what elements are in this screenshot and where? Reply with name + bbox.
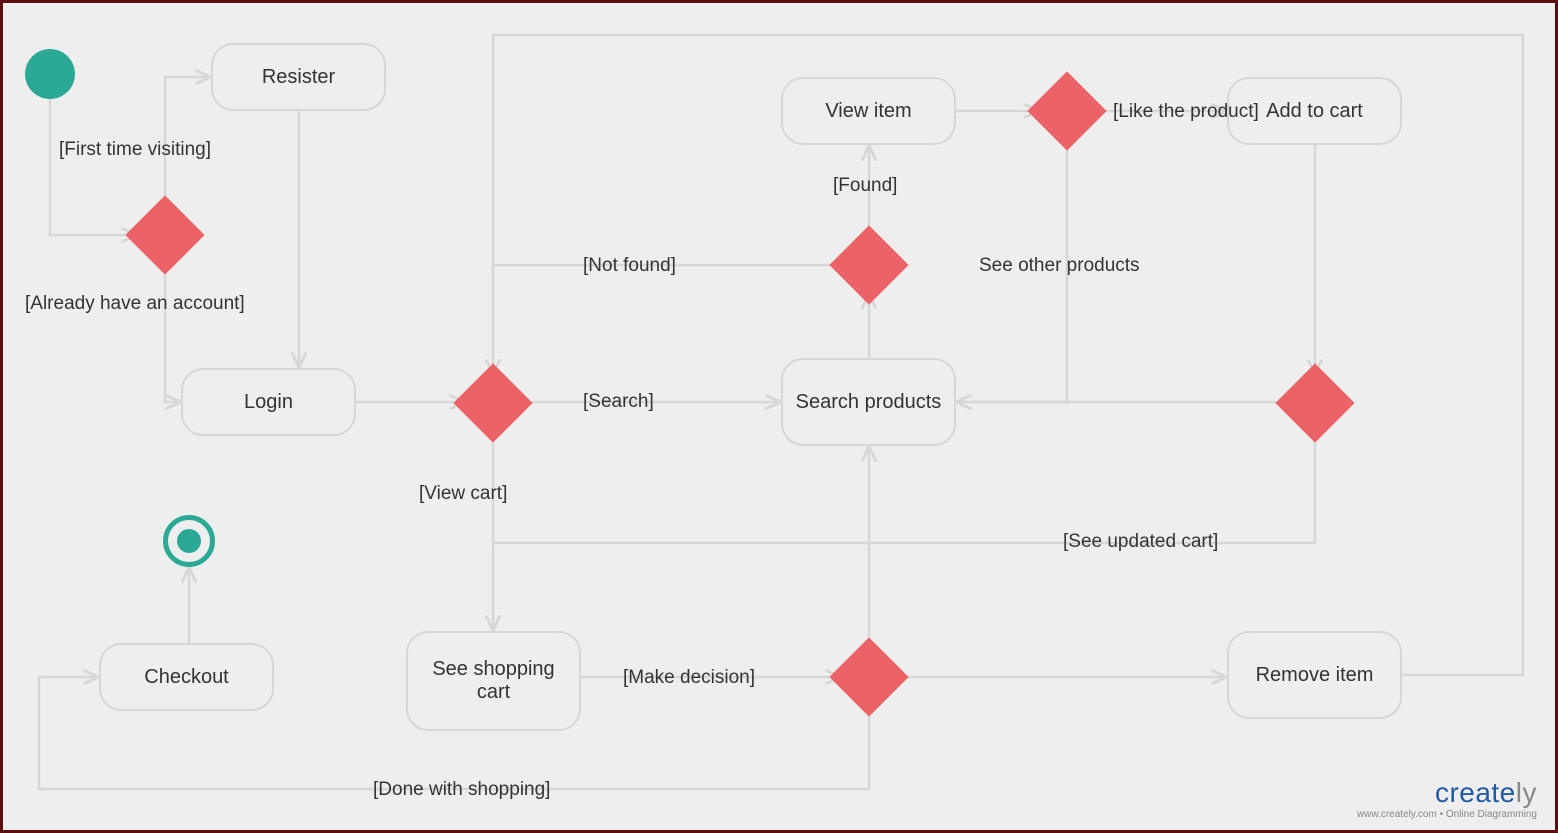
activity-see_cart: See shopping cart	[406, 631, 581, 731]
decision-d2	[453, 363, 532, 442]
activity-view_item: View item	[781, 77, 956, 145]
edge-label-2: [Already have an account]	[25, 293, 245, 315]
edge-label-11: [Like the product]	[1113, 101, 1259, 123]
edge-2	[165, 263, 181, 402]
activity-checkout: Checkout	[99, 643, 274, 711]
decision-d1	[125, 195, 204, 274]
watermark-brand-b: ly	[1516, 777, 1537, 808]
activity-login: Login	[181, 368, 356, 436]
edge-label-16: [Make decision]	[623, 667, 755, 689]
edge-label-9: [Not found]	[583, 255, 676, 277]
decision-d6	[829, 637, 908, 716]
edge-0	[50, 99, 137, 235]
decision-d4	[1027, 71, 1106, 150]
edge-label-1: [First time visiting]	[59, 139, 211, 161]
activity-register: Resister	[211, 43, 386, 111]
watermark: creately www.creately.com • Online Diagr…	[1357, 778, 1537, 820]
edge-label-12: See other products	[979, 255, 1140, 277]
diagram-canvas: ResisterLoginView itemAdd to cartSearch …	[0, 0, 1558, 833]
activity-remove: Remove item	[1227, 631, 1402, 719]
edge-label-20: [Done with shopping]	[373, 779, 550, 801]
edge-label-5: [Search]	[583, 391, 654, 413]
activity-search: Search products	[781, 358, 956, 446]
edge-label-15: [See updated cart]	[1063, 531, 1218, 553]
watermark-brand-a: create	[1435, 777, 1516, 808]
edge-label-8: [Found]	[833, 175, 897, 197]
decision-d3	[829, 225, 908, 304]
end-node	[163, 515, 215, 567]
decision-d5	[1275, 363, 1354, 442]
watermark-sub: www.creately.com • Online Diagramming	[1357, 809, 1537, 820]
edge-9	[493, 265, 841, 375]
start-node	[25, 49, 75, 99]
edge-label-6: [View cart]	[419, 483, 507, 505]
